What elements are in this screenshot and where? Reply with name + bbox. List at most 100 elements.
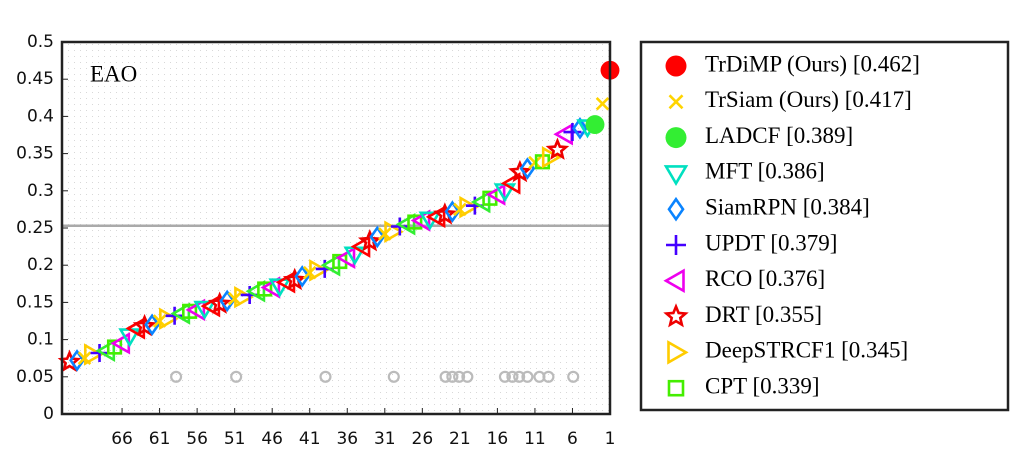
- point: [159, 307, 179, 331]
- x-tick-label: 1: [605, 429, 616, 449]
- baseline-point: [498, 370, 511, 383]
- y-tick-label: 0.05: [16, 367, 54, 387]
- legend-marker: [665, 55, 687, 77]
- x-tick-label: 46: [261, 429, 283, 449]
- point: [335, 246, 356, 270]
- point: [320, 253, 341, 277]
- annotation: EAO: [90, 61, 137, 86]
- point: [541, 146, 562, 169]
- point: [207, 291, 232, 314]
- point: [358, 229, 382, 252]
- legend-label: DRT [0.355]: [705, 302, 822, 327]
- point: [444, 200, 461, 223]
- x-tick-label: 41: [299, 429, 321, 449]
- point: [294, 265, 311, 288]
- point: [545, 137, 570, 160]
- point: [595, 96, 610, 111]
- legend-marker: [668, 94, 684, 110]
- baseline-point: [319, 370, 332, 383]
- point: [282, 267, 307, 291]
- plot-frame: [60, 40, 612, 416]
- point: [563, 123, 582, 142]
- point: [572, 117, 588, 140]
- point: [185, 298, 206, 322]
- point: [83, 343, 104, 366]
- legend-marker: [663, 268, 685, 294]
- point: [132, 313, 157, 337]
- point: [500, 172, 521, 195]
- legend-marker: [666, 235, 686, 255]
- point: [470, 190, 491, 214]
- legend-marker: [663, 165, 689, 186]
- point: [219, 289, 236, 313]
- point: [144, 313, 160, 336]
- baseline-point: [542, 370, 555, 383]
- y-tick-label: 0.2: [27, 255, 54, 275]
- legend-label: TrSiam (Ours) [0.417]: [705, 87, 912, 112]
- x-tick-label: 61: [149, 429, 171, 449]
- x-tick-label: 66: [111, 429, 133, 449]
- y-tick-label: 0.45: [16, 69, 54, 89]
- y-tick-label: 0.15: [16, 292, 54, 312]
- point: [410, 209, 431, 232]
- y-tick-label: 0.5: [27, 32, 54, 52]
- x-tick-label: 6: [567, 429, 578, 449]
- legend-marker: [667, 379, 685, 397]
- legend-label: MFT [0.386]: [705, 159, 825, 184]
- baseline-point: [439, 370, 452, 383]
- plot-area: [57, 41, 620, 415]
- baseline-point: [453, 370, 466, 383]
- legend-marker: [663, 303, 689, 328]
- baseline-point: [387, 370, 400, 383]
- point: [260, 276, 281, 299]
- legend-label: RCO [0.376]: [705, 266, 825, 291]
- point: [170, 302, 191, 325]
- legend-marker: [667, 196, 685, 222]
- point: [95, 339, 116, 363]
- baseline-point: [513, 370, 526, 383]
- x-tick-label: 16: [487, 429, 509, 449]
- plot-background: [62, 42, 610, 414]
- y-tick-label: 0.4: [27, 106, 54, 126]
- y-tick-label: 0: [43, 404, 54, 424]
- x-tick-label: 36: [336, 429, 358, 449]
- y-tick-label: 0.1: [27, 330, 54, 350]
- legend: TrDiMP (Ours) [0.462] TrSiam (Ours) [0.41…: [663, 51, 920, 398]
- point: [395, 213, 416, 236]
- baseline-point: [230, 370, 243, 383]
- point: [234, 285, 254, 309]
- legend-box: [639, 40, 1010, 412]
- y-tick-label: 0.25: [16, 218, 54, 238]
- point: [182, 303, 198, 319]
- legend-marker: [667, 340, 689, 365]
- legend-label: LADCF [0.389]: [705, 123, 853, 148]
- baseline-point: [446, 370, 459, 383]
- point: [459, 195, 479, 219]
- x-tick-label: 51: [224, 429, 246, 449]
- legend-label: DeepSTRCF1 [0.345]: [705, 338, 908, 363]
- x-tick-label: 31: [374, 429, 396, 449]
- y-tick-label: 0.3: [27, 181, 54, 201]
- point: [69, 349, 85, 372]
- point: [309, 259, 329, 282]
- point: [369, 225, 386, 249]
- point: [508, 159, 532, 183]
- x-tick-label: 56: [186, 429, 208, 449]
- legend-label: TrDiMP (Ours) [0.462]: [705, 51, 920, 76]
- x-tick-label: 21: [449, 429, 471, 449]
- x-tick-label: 26: [412, 429, 434, 449]
- point: [257, 281, 273, 297]
- baseline-point: [506, 370, 519, 383]
- baseline-point: [521, 370, 534, 383]
- point: [407, 214, 423, 230]
- baseline-point: [170, 370, 183, 383]
- y-tick-label: 0.35: [16, 144, 54, 164]
- point: [245, 279, 266, 303]
- point: [585, 115, 605, 135]
- legend-label: SiamRPN [0.384]: [705, 194, 870, 219]
- legend-label: CPT [0.339]: [705, 373, 820, 398]
- x-tick-label: 11: [524, 429, 546, 449]
- point: [268, 278, 291, 298]
